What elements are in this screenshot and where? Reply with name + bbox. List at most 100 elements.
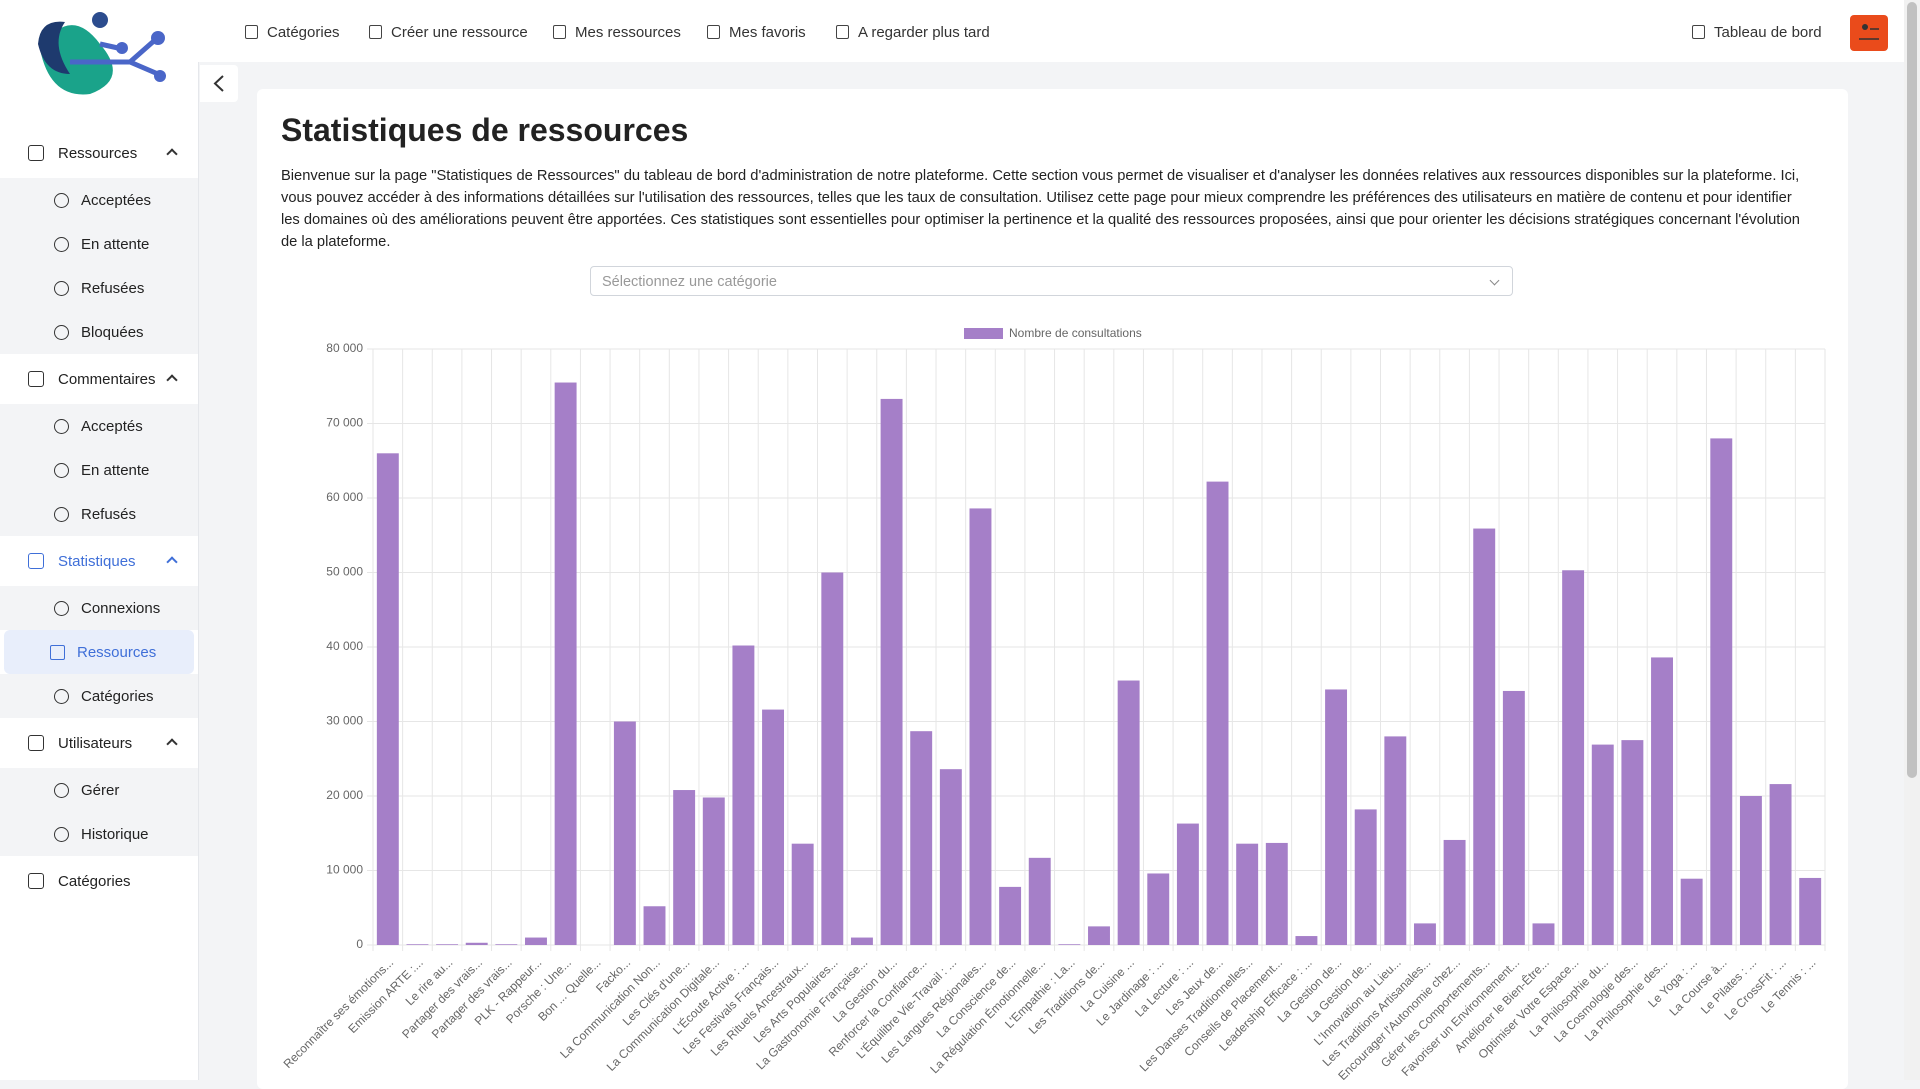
- bar: [1206, 481, 1229, 945]
- nav-link[interactable]: Mes ressources: [553, 21, 681, 43]
- bar: [1176, 823, 1199, 945]
- bar: [850, 937, 873, 945]
- sidebar-item[interactable]: Ressources: [4, 630, 194, 674]
- item-label: Ressources: [77, 643, 157, 661]
- sidebar-item[interactable]: En attente: [0, 448, 198, 492]
- y-tick-label: 60 000: [326, 490, 363, 504]
- bar: [1384, 736, 1407, 945]
- y-tick-label: 0: [356, 937, 363, 951]
- sidebar-item[interactable]: Refusées: [0, 266, 198, 310]
- bar: [1028, 857, 1051, 945]
- section-label: Statistiques: [58, 552, 136, 570]
- item-label: Bloquées: [81, 323, 144, 341]
- y-tick-label: 40 000: [326, 639, 363, 653]
- section-label: Commentaires: [58, 370, 156, 388]
- bar: [1769, 784, 1792, 945]
- bar: [1680, 878, 1703, 945]
- bar: [525, 937, 547, 945]
- select-placeholder: Sélectionnez une catégorie: [602, 274, 777, 290]
- bar: [1413, 923, 1436, 945]
- user-menu-button[interactable]: [1850, 15, 1888, 51]
- nav-link[interactable]: Catégories: [245, 21, 340, 43]
- bar: [1562, 570, 1585, 945]
- link-label: Catégories: [58, 872, 131, 890]
- scrollbar[interactable]: [1904, 0, 1920, 1080]
- y-tick-label: 30 000: [326, 714, 363, 728]
- bar: [762, 709, 785, 945]
- bar: [1117, 680, 1140, 945]
- sidebar: Ressources Acceptées En attente Refusées Blo…: [0, 0, 199, 1080]
- nav-link[interactable]: Mes favoris: [707, 21, 806, 43]
- bar: [376, 453, 399, 945]
- category-select[interactable]: Sélectionnez une catégorie: [590, 266, 1513, 296]
- item-label: Acceptées: [81, 191, 152, 209]
- sidebar-item[interactable]: Acceptées: [0, 178, 198, 222]
- sidebar-item[interactable]: Refusés: [0, 492, 198, 536]
- item-label: Acceptés: [81, 417, 143, 435]
- sidebar-section[interactable]: Ressources: [0, 128, 198, 178]
- bar: [1473, 528, 1496, 945]
- y-tick-label: 70 000: [326, 416, 363, 430]
- page-intro: Bienvenue sur la page "Statistiques de R…: [281, 168, 1800, 250]
- item-label: Refusés: [81, 505, 137, 523]
- legend-label: Nombre de consultations: [1009, 326, 1142, 340]
- item-label: Connexions: [81, 599, 161, 617]
- sidebar-item[interactable]: En attente: [0, 222, 198, 266]
- bar: [673, 790, 696, 945]
- bar: [1443, 839, 1466, 945]
- sidebar-section[interactable]: Utilisateurs: [0, 718, 198, 768]
- nav-link-label: A regarder plus tard: [858, 23, 990, 41]
- item-label: Catégories: [81, 687, 154, 705]
- section-label: Utilisateurs: [58, 734, 133, 752]
- item-label: Historique: [81, 825, 149, 843]
- bar: [821, 572, 844, 945]
- sidebar-item[interactable]: Gérer: [0, 768, 198, 812]
- nav-link-label: Mes ressources: [575, 23, 681, 41]
- bar: [969, 508, 992, 945]
- nav-link[interactable]: A regarder plus tard: [836, 21, 990, 43]
- y-tick-label: 50 000: [326, 565, 363, 579]
- nav-link[interactable]: Créer une ressource: [369, 21, 528, 43]
- bar: [732, 645, 755, 945]
- top-bar: Catégories Créer une ressource Mes ressour…: [198, 0, 1904, 62]
- sidebar-item[interactable]: Connexions: [0, 586, 198, 630]
- section-label: Ressources: [58, 144, 138, 162]
- bar: [880, 398, 903, 945]
- bar: [495, 944, 518, 945]
- bar: [1651, 657, 1673, 945]
- bar: [910, 731, 933, 945]
- nav-link-label: Catégories: [267, 23, 340, 41]
- nav-link-label: Mes favoris: [729, 23, 806, 41]
- bar: [613, 721, 636, 945]
- bar: [1265, 842, 1288, 945]
- sidebar-link[interactable]: Catégories: [0, 856, 198, 906]
- bar: [406, 944, 429, 945]
- dashboard-link[interactable]: Tableau de bord: [1692, 21, 1822, 43]
- collapse-button[interactable]: [200, 65, 238, 102]
- bar: [1147, 873, 1170, 945]
- sidebar-section[interactable]: Commentaires: [0, 354, 198, 404]
- bar: [554, 382, 577, 945]
- bar: [1591, 744, 1614, 945]
- bar: [1058, 944, 1081, 945]
- bar: [1325, 689, 1348, 945]
- sidebar-section[interactable]: Statistiques: [0, 536, 198, 586]
- sidebar-item[interactable]: Bloquées: [0, 310, 198, 354]
- sidebar-item[interactable]: Acceptés: [0, 404, 198, 448]
- dashboard-label: Tableau de bord: [1714, 23, 1822, 41]
- bar: [1295, 936, 1318, 945]
- bar: [1710, 438, 1733, 945]
- bar: [465, 942, 488, 945]
- sidebar-item[interactable]: Catégories: [0, 674, 198, 718]
- bar: [1739, 796, 1762, 945]
- nav-link-label: Créer une ressource: [391, 23, 528, 41]
- x-tick-label: Reconnaître ses émotions...: [281, 955, 397, 1071]
- sidebar-item[interactable]: Historique: [0, 812, 198, 856]
- bar: [1502, 690, 1525, 945]
- bar: [791, 843, 814, 945]
- bar: [999, 886, 1022, 945]
- y-tick-label: 10 000: [326, 863, 363, 877]
